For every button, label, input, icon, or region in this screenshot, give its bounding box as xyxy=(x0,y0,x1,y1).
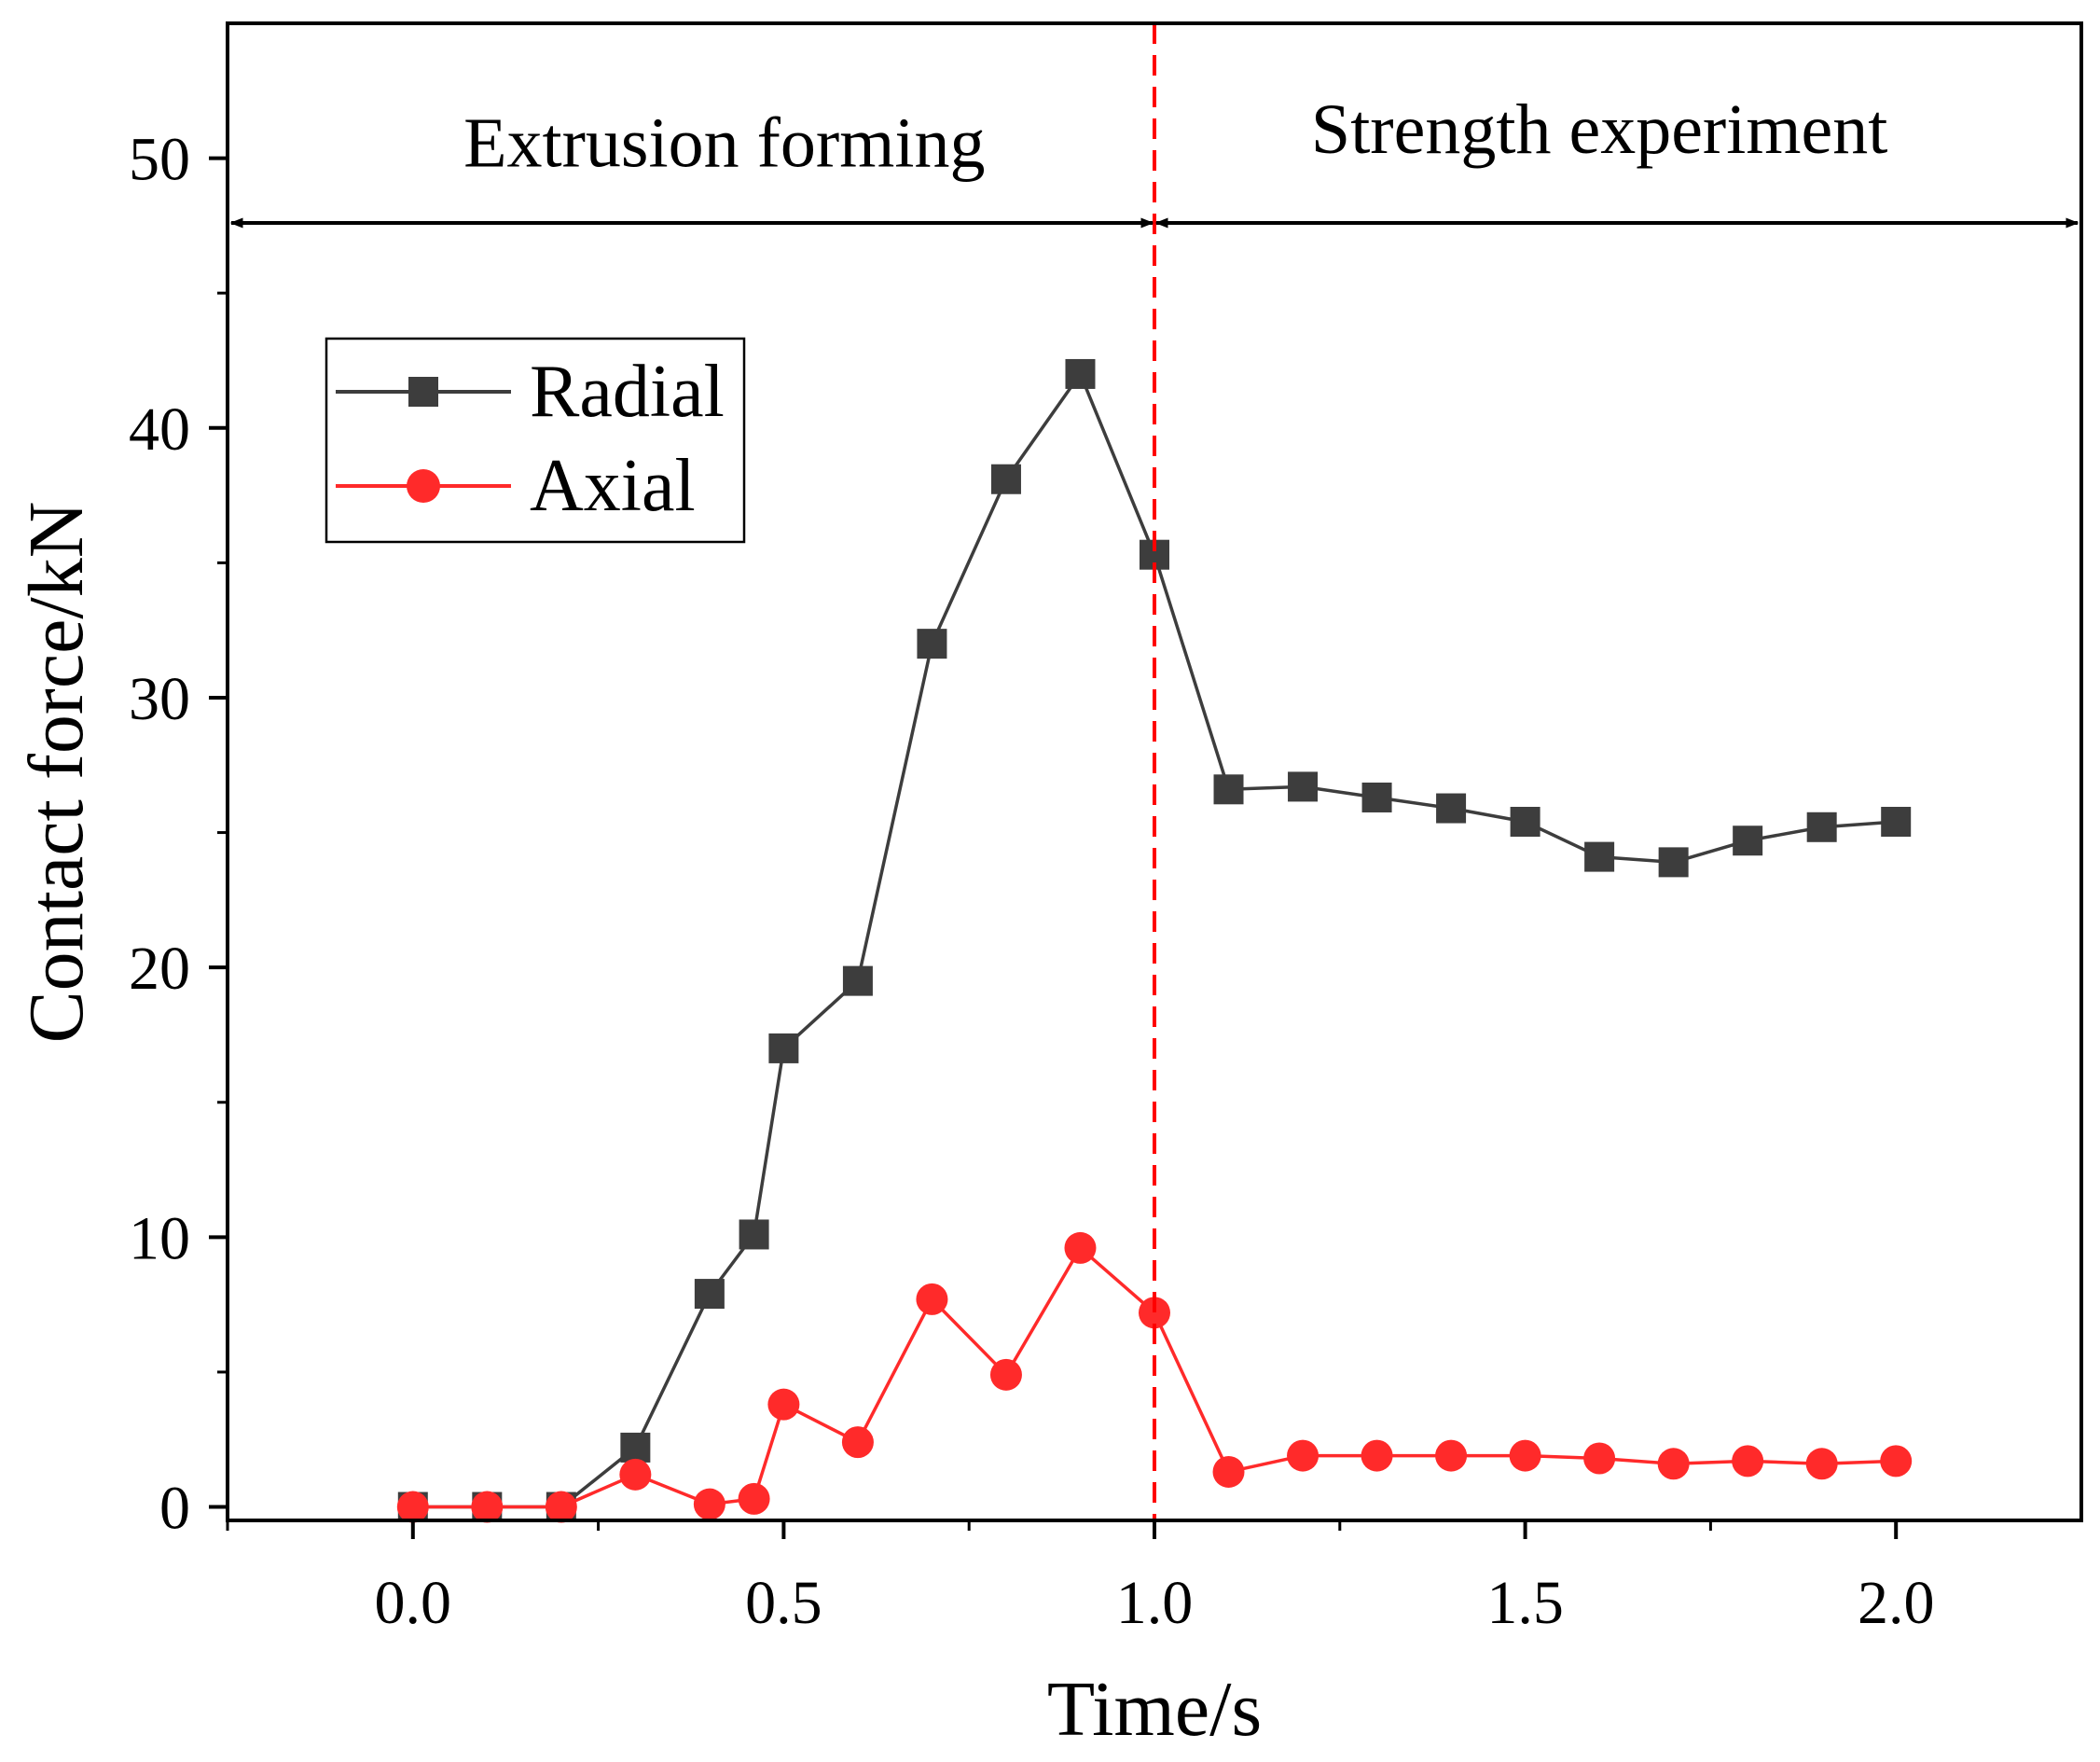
y-tick-label: 30 xyxy=(129,665,190,733)
y-tick-label: 10 xyxy=(129,1204,190,1272)
radial-series-line xyxy=(412,372,1897,1509)
radial-data-point xyxy=(768,1033,799,1063)
radial-data-point xyxy=(1733,826,1763,856)
legend-box xyxy=(325,337,746,544)
axial-data-point xyxy=(767,1388,800,1421)
extrusion-forming-label: Extrusion forming xyxy=(463,104,985,182)
axial-data-point xyxy=(1583,1442,1616,1475)
axial-data-point xyxy=(738,1482,770,1515)
axial-data-point xyxy=(693,1488,725,1520)
radial-data-point xyxy=(917,629,947,659)
legend-radial-marker xyxy=(408,377,438,407)
axial-data-point xyxy=(1657,1448,1690,1480)
axis-layer: 0.0 0.5 1.0 1.5 2.0 0 10 20 30 40 50 xyxy=(129,126,1934,1637)
axial-data-point xyxy=(1880,1445,1913,1478)
axial-data-point xyxy=(471,1491,504,1523)
axial-data-point xyxy=(1212,1455,1245,1488)
axial-data-point xyxy=(989,1358,1022,1391)
radial-data-point xyxy=(1806,812,1837,842)
radial-data-point xyxy=(620,1432,651,1463)
legend: Radial Axial xyxy=(325,337,746,544)
radial-data-point xyxy=(1881,807,1912,837)
y-tick-label: 20 xyxy=(129,935,190,1003)
y-tick-label: 40 xyxy=(129,395,190,464)
legend-radial-label: Radial xyxy=(530,351,725,433)
axial-data-point xyxy=(1509,1439,1541,1472)
axial-data-point xyxy=(619,1458,652,1491)
x-tick-label: 0.5 xyxy=(745,1569,822,1637)
axial-data-point xyxy=(1287,1439,1319,1472)
radial-data-point xyxy=(1288,771,1319,802)
radial-data-point xyxy=(842,965,873,996)
axial-data-point xyxy=(545,1491,577,1523)
axial-data-point xyxy=(1435,1439,1468,1472)
axial-data-point xyxy=(1732,1445,1764,1478)
radial-data-point xyxy=(1213,774,1244,805)
y-axis-title: Contact force/kN xyxy=(13,502,100,1044)
x-axis-title: Time/s xyxy=(1047,1666,1262,1753)
x-tick-label: 2.0 xyxy=(1858,1569,1935,1637)
axial-series-line xyxy=(412,1246,1897,1509)
axial-data-point xyxy=(1064,1231,1097,1264)
radial-data-point xyxy=(1510,807,1540,837)
axial-data-point xyxy=(841,1426,874,1459)
annotation-layer: Extrusion forming Strength experiment xyxy=(229,23,2079,1520)
radial-data-point xyxy=(739,1219,769,1250)
x-tick-label: 1.5 xyxy=(1486,1569,1564,1637)
axial-data-point xyxy=(396,1491,429,1523)
y-tick-label: 50 xyxy=(129,126,190,194)
data-layer xyxy=(396,358,1913,1523)
radial-data-point xyxy=(1361,782,1392,812)
radial-data-point xyxy=(694,1279,725,1310)
strength-experiment-label: Strength experiment xyxy=(1311,90,1887,169)
legend-axial-label: Axial xyxy=(530,445,696,527)
radial-data-point xyxy=(990,464,1021,494)
y-tick-label: 0 xyxy=(159,1475,190,1543)
radial-data-point xyxy=(1658,847,1689,878)
legend-axial-marker xyxy=(407,469,440,503)
radial-data-point xyxy=(1065,358,1096,389)
x-tick-label: 0.0 xyxy=(375,1569,452,1637)
radial-data-point xyxy=(1436,793,1467,824)
axial-data-point xyxy=(1139,1297,1170,1329)
axial-data-point xyxy=(1361,1439,1393,1472)
radial-data-point xyxy=(1584,841,1615,872)
axial-data-point xyxy=(916,1283,948,1315)
x-tick-label: 1.0 xyxy=(1116,1569,1194,1637)
axial-data-point xyxy=(1805,1448,1838,1480)
